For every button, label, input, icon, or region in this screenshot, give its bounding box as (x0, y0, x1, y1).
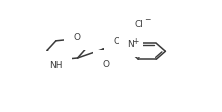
Text: −: − (144, 15, 151, 24)
Text: N: N (128, 39, 134, 48)
Text: O: O (102, 60, 109, 69)
Text: Cl: Cl (134, 19, 143, 28)
Text: O: O (73, 32, 80, 41)
Text: +: + (133, 36, 139, 45)
Text: NH: NH (49, 60, 63, 69)
Text: O: O (113, 37, 120, 45)
